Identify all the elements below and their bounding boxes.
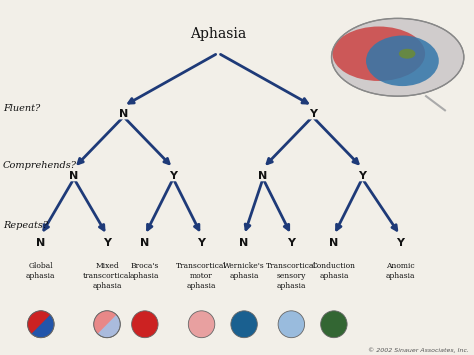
Text: Wernicke's
aphasia: Wernicke's aphasia	[223, 262, 265, 280]
Ellipse shape	[332, 27, 425, 81]
Text: Aphasia: Aphasia	[190, 27, 246, 42]
Text: Conduction
aphasia: Conduction aphasia	[312, 262, 356, 280]
Text: Y: Y	[287, 238, 295, 248]
Ellipse shape	[132, 311, 158, 338]
Text: Transcortical
motor
aphasia: Transcortical motor aphasia	[176, 262, 227, 290]
Text: N: N	[329, 238, 338, 248]
Text: Y: Y	[396, 238, 404, 248]
Ellipse shape	[27, 311, 54, 338]
Text: Repeats?: Repeats?	[3, 221, 48, 230]
Text: N: N	[140, 238, 149, 248]
Text: Fluent?: Fluent?	[3, 104, 40, 113]
Text: N: N	[119, 109, 128, 119]
Text: Mixed
transcortical
aphasia: Mixed transcortical aphasia	[82, 262, 131, 290]
Text: Y: Y	[198, 238, 206, 248]
Text: Y: Y	[103, 238, 111, 248]
Text: Comprehends?: Comprehends?	[3, 160, 77, 170]
Text: Y: Y	[309, 109, 317, 119]
Ellipse shape	[320, 311, 347, 338]
Text: N: N	[258, 171, 268, 181]
Text: Y: Y	[358, 171, 366, 181]
Text: Transcortical
sensory
aphasia: Transcortical sensory aphasia	[266, 262, 317, 290]
Ellipse shape	[331, 18, 464, 96]
Polygon shape	[27, 311, 50, 334]
Ellipse shape	[94, 311, 120, 338]
Text: Global
aphasia: Global aphasia	[26, 262, 55, 280]
Ellipse shape	[399, 49, 415, 59]
Ellipse shape	[188, 311, 215, 338]
Text: © 2002 Sinauer Associates, Inc.: © 2002 Sinauer Associates, Inc.	[368, 347, 469, 353]
Text: Y: Y	[169, 171, 177, 181]
Text: Broca's
aphasia: Broca's aphasia	[130, 262, 160, 280]
Ellipse shape	[278, 311, 305, 338]
Ellipse shape	[366, 36, 439, 86]
Text: N: N	[69, 171, 79, 181]
Text: N: N	[36, 238, 46, 248]
Polygon shape	[94, 311, 117, 334]
Text: Anomic
aphasia: Anomic aphasia	[385, 262, 415, 280]
Text: N: N	[239, 238, 249, 248]
Ellipse shape	[231, 311, 257, 338]
